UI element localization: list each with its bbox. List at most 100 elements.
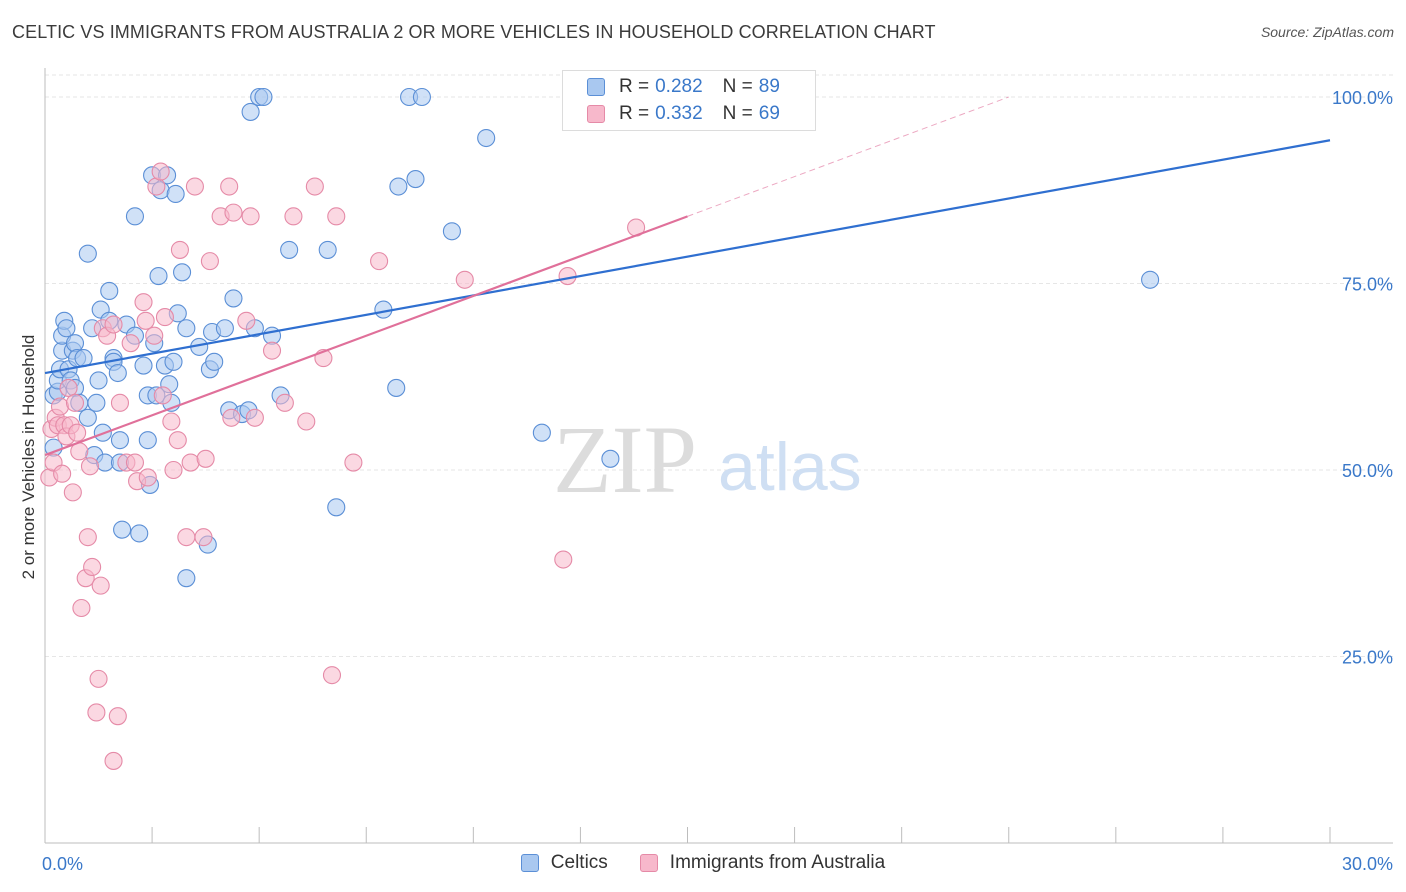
celtics-point xyxy=(177,319,196,338)
australia-point xyxy=(91,576,110,595)
celtics-point xyxy=(138,431,157,450)
australia-point xyxy=(53,464,72,483)
celtics-point xyxy=(389,177,408,196)
celtics-point xyxy=(166,184,185,204)
australia-point xyxy=(68,423,87,442)
australia-point xyxy=(168,431,187,450)
australia-point xyxy=(87,703,106,722)
australia-point xyxy=(59,378,78,397)
watermark-atlas: atlas xyxy=(718,429,862,505)
australia-point xyxy=(194,528,213,547)
australia-point xyxy=(136,311,155,330)
legend-item-australia: Immigrants from Australia xyxy=(639,852,885,874)
australia-point xyxy=(455,270,474,289)
australia-point xyxy=(327,207,346,226)
celtics-point xyxy=(1141,270,1160,289)
celtics-point xyxy=(65,334,85,353)
celtics-point xyxy=(406,170,425,189)
celtics-point xyxy=(57,319,76,338)
celtics-point xyxy=(205,352,224,371)
celtics-point xyxy=(477,128,496,148)
y-axis-label: 2 or more Vehicles in Household xyxy=(19,335,38,580)
celtics-point xyxy=(318,240,337,259)
australia-point xyxy=(322,666,342,685)
australia-point xyxy=(370,252,389,271)
australia-point xyxy=(162,412,181,431)
legend-item-celtics: Celtics xyxy=(520,852,608,874)
australia-point xyxy=(558,266,577,286)
australia-point xyxy=(121,334,140,353)
celtics-point xyxy=(149,266,168,286)
celtics-point xyxy=(442,222,461,241)
celtics-point xyxy=(532,423,551,442)
australia-point xyxy=(262,341,282,360)
r-label: R = xyxy=(619,103,650,124)
legend-label-celtics: Celtics xyxy=(550,852,608,873)
australia-point xyxy=(78,528,97,547)
celtics-point xyxy=(215,319,234,338)
australia-swatch xyxy=(587,105,605,123)
australia-point xyxy=(153,386,172,405)
celtics-point xyxy=(601,449,620,468)
australia-point xyxy=(50,397,70,416)
australia-point xyxy=(224,203,243,222)
australia-point xyxy=(554,550,573,569)
celtics-point xyxy=(327,498,346,517)
celtics-point xyxy=(241,102,260,121)
legend-row-australia: R = 0.332 N = 69 xyxy=(587,101,780,127)
celtics-point xyxy=(125,207,144,226)
australia-point xyxy=(297,412,316,431)
australia-point xyxy=(155,308,174,327)
australia-point xyxy=(83,557,102,577)
tick-labels: 25.0% 50.0% 75.0% 100.0% 0.0% 30.0% xyxy=(42,88,1393,874)
australia-point xyxy=(151,162,170,181)
australia-point xyxy=(134,293,153,312)
australia-point xyxy=(196,449,215,468)
correlation-legend: R = 0.282 N = 89 R = 0.332 N = 69 xyxy=(562,70,816,131)
celtics-point xyxy=(87,393,106,412)
australia-point xyxy=(275,393,294,412)
australia-point xyxy=(177,528,196,547)
celtics-point xyxy=(164,352,183,371)
celtics-point xyxy=(387,378,406,397)
celtics-point xyxy=(110,431,130,450)
australia-point xyxy=(185,177,204,196)
y-tick-label: 50.0% xyxy=(1342,461,1393,481)
celtics-point xyxy=(134,356,153,375)
australia-point xyxy=(305,177,324,196)
australia-trend-extension xyxy=(687,96,1009,217)
australia-point xyxy=(104,315,123,334)
celtics-point xyxy=(177,569,196,588)
australia-point xyxy=(65,393,85,412)
australia-point xyxy=(284,207,303,226)
n-label: N = xyxy=(722,76,753,97)
legend-row-celtics: R = 0.282 N = 89 xyxy=(587,74,780,100)
celtics-point xyxy=(78,408,97,427)
australia-point xyxy=(220,177,239,196)
watermark-zip: ZIP xyxy=(553,406,697,513)
celtics-point xyxy=(280,240,299,259)
celtics-trend-line xyxy=(44,139,1331,375)
australia-point xyxy=(245,408,264,427)
australia-trend-line xyxy=(44,215,688,457)
n-label: N = xyxy=(722,103,753,124)
australia-point xyxy=(63,483,82,502)
celtics-point xyxy=(254,87,273,107)
series-legend: Celtics Immigrants from Australia xyxy=(0,852,1406,874)
axes xyxy=(44,68,1393,844)
celtics-point xyxy=(108,363,127,383)
trend-lines xyxy=(44,96,1331,457)
australia-point xyxy=(164,460,183,480)
celtics-point xyxy=(130,524,149,543)
celtics-point xyxy=(78,244,97,263)
watermark: ZIP atlas xyxy=(553,406,862,513)
r-value: 0.332 xyxy=(655,103,703,124)
source-label: Source: ZipAtlas.com xyxy=(1260,24,1394,40)
y-tick-label: 75.0% xyxy=(1342,275,1393,295)
x-tick-label: 0.0% xyxy=(42,854,83,874)
celtics-point xyxy=(100,281,119,301)
australia-point xyxy=(110,393,130,412)
australia-point xyxy=(170,240,189,259)
australia-point xyxy=(104,751,123,770)
celtics-swatch xyxy=(520,854,539,872)
